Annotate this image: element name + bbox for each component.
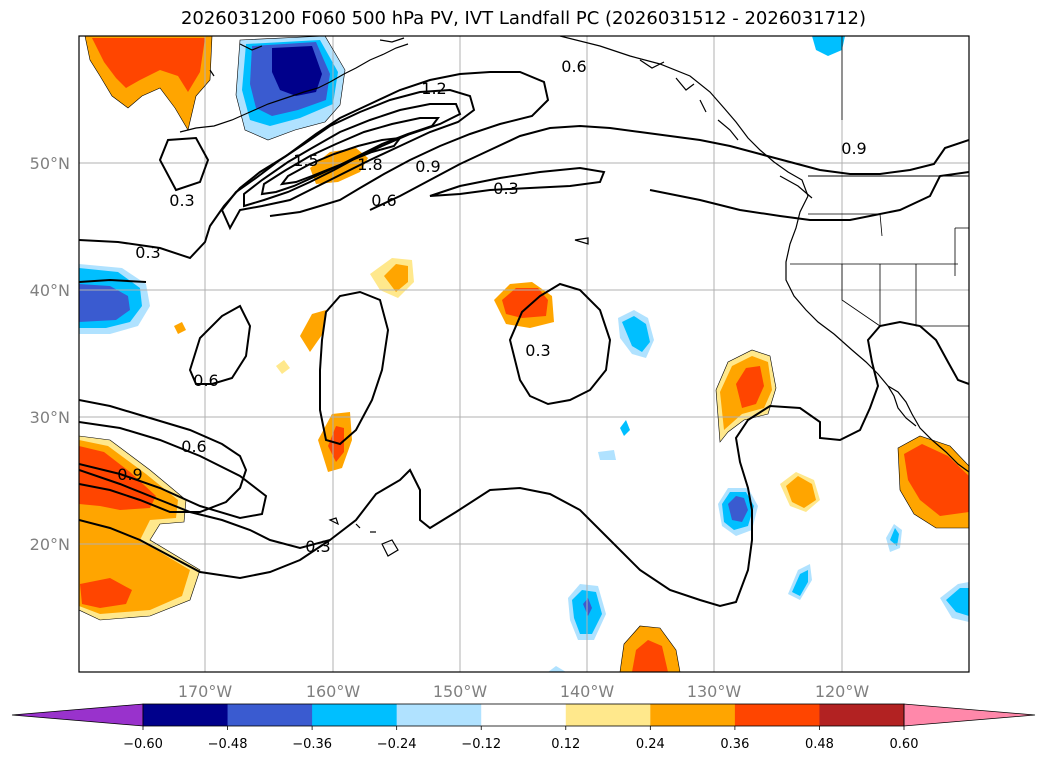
contour-label: 0.3	[525, 341, 550, 360]
lat-label: 20°N	[30, 535, 70, 554]
lat-label: 50°N	[30, 154, 70, 173]
anomaly-positive	[79, 446, 156, 510]
contour-label: 0.9	[841, 139, 866, 158]
anomaly-negative	[890, 528, 899, 546]
contour-label: 0.6	[181, 437, 206, 456]
map-title: 2026031200 F060 500 hPa PV, IVT Landfall…	[180, 8, 867, 29]
colorbar-segment	[481, 704, 567, 726]
anomaly-negative	[620, 420, 630, 436]
map-area	[79, 36, 969, 672]
colorbar-tick-label: 0.36	[720, 737, 749, 752]
colorbar-segment	[227, 704, 313, 726]
lon-label: 120°W	[815, 682, 870, 701]
anomaly-outlines	[79, 36, 969, 672]
anomaly-positive	[632, 640, 668, 672]
anomaly-negative	[946, 588, 969, 616]
colorbar-segment	[650, 704, 736, 726]
colorbar-frame	[142, 703, 905, 727]
colorbar-tick-label: 0.24	[636, 737, 665, 752]
pv-contours	[79, 71, 969, 608]
contour-label: 0.9	[117, 465, 142, 484]
lon-label: 140°W	[560, 682, 615, 701]
anomaly-positive	[174, 322, 186, 334]
contour-label: 0.3	[169, 191, 194, 210]
anomaly-positive	[300, 310, 326, 352]
colorbar-tick-label: −0.24	[377, 737, 417, 752]
anomaly-positive	[736, 366, 764, 408]
anomaly-positive	[328, 426, 344, 462]
anomaly-negative	[272, 46, 322, 96]
contour-label: 1.5	[293, 151, 318, 170]
colorbar-tick-label: −0.12	[461, 737, 501, 752]
contour-label: 1.2	[421, 79, 446, 98]
colorbar-segment	[565, 704, 651, 726]
lon-label: 170°W	[178, 682, 233, 701]
lon-label: 150°W	[433, 682, 488, 701]
contour-labels: 0.6 1.2 0.9 1.5 1.8 0.9 0.6 0.3 0.3 0.3 …	[117, 57, 866, 556]
contour-label: 0.3	[305, 537, 330, 556]
anomaly-negative	[812, 36, 845, 56]
anomaly-positive	[92, 38, 205, 92]
longitude-labels: 170°W 160°W 150°W 140°W 130°W 120°W	[178, 682, 870, 701]
anomaly-positive	[904, 444, 969, 516]
colorbar-tick-label: −0.60	[123, 737, 163, 752]
anomaly-positive	[80, 578, 132, 608]
colorbar-segment	[734, 704, 820, 726]
lat-label: 30°N	[30, 408, 70, 427]
colorbar-segment	[819, 704, 905, 726]
colorbar-extend-min	[11, 703, 144, 727]
anomaly-negative	[792, 570, 808, 596]
latitude-labels: 50°N 40°N 30°N 20°N	[30, 154, 70, 554]
colorbar-tick-label: 0.60	[890, 737, 919, 752]
lon-label: 130°W	[687, 682, 742, 701]
anomaly-positive	[384, 264, 408, 292]
contour-label: 0.9	[415, 157, 440, 176]
colorbar-tick-label: −0.48	[208, 737, 248, 752]
colorbar-tick-label: 0.12	[551, 737, 580, 752]
contour-label: 0.3	[135, 243, 160, 262]
gridlines	[79, 36, 969, 672]
anomaly-negative	[548, 666, 566, 672]
contour-label: 1.8	[357, 155, 382, 174]
contour-label: 0.6	[193, 371, 218, 390]
anomaly-positive	[276, 360, 290, 374]
colorbar-segment	[143, 704, 229, 726]
anomaly-negative	[79, 284, 130, 322]
lat-label: 40°N	[30, 281, 70, 300]
anomaly-negative	[728, 496, 748, 522]
anomaly-negative	[622, 316, 650, 352]
contour-label: 0.3	[493, 179, 518, 198]
contour-label: 0.6	[371, 191, 396, 210]
colorbar-extend-max	[903, 703, 1036, 727]
lon-label: 160°W	[306, 682, 361, 701]
colorbar-tick-label: 0.48	[805, 737, 834, 752]
colorbar-tick-label: −0.36	[292, 737, 332, 752]
coastlines	[179, 36, 969, 557]
colorbar-segment	[396, 704, 482, 726]
contour-label: 0.6	[561, 57, 586, 76]
anomaly-negative	[598, 450, 616, 460]
colorbar-segment	[312, 704, 398, 726]
map-frame	[78, 35, 970, 673]
anomaly-positive	[502, 288, 548, 318]
anomaly-positive	[786, 476, 816, 508]
colorbar: −0.60 −0.48 −0.36 −0.24 −0.12 0.12 0.24 0.36 0.4…	[11, 703, 1036, 752]
